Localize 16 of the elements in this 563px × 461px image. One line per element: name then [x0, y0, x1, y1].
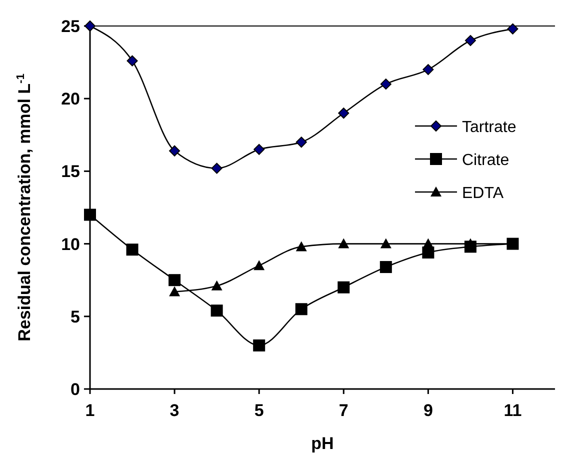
y-tick-label: 15: [61, 162, 80, 182]
x-tick-label: 3: [170, 401, 180, 420]
legend-label: Citrate: [462, 152, 510, 169]
y-tick-label: 5: [70, 307, 80, 326]
x-tick-label: 7: [338, 401, 348, 420]
y-tick-label: 20: [61, 90, 80, 109]
x-tick-label: 11: [504, 401, 522, 420]
legend-label: Tartrate: [462, 119, 516, 136]
y-tick-label: 0: [70, 380, 80, 399]
x-tick-label: 1: [85, 401, 95, 420]
x-tick-label: 9: [423, 401, 433, 420]
y-tick-label: 10: [61, 234, 80, 254]
y-tick-label: 25: [61, 17, 80, 36]
x-tick-label: 5: [254, 401, 264, 420]
x-axis-title: pH: [311, 434, 334, 453]
legend-label: EDTA: [462, 185, 504, 202]
